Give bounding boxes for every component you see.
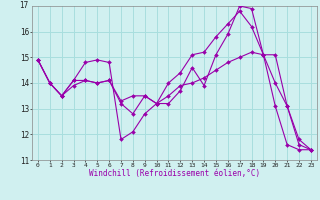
- X-axis label: Windchill (Refroidissement éolien,°C): Windchill (Refroidissement éolien,°C): [89, 169, 260, 178]
- Text: 17: 17: [19, 1, 28, 10]
